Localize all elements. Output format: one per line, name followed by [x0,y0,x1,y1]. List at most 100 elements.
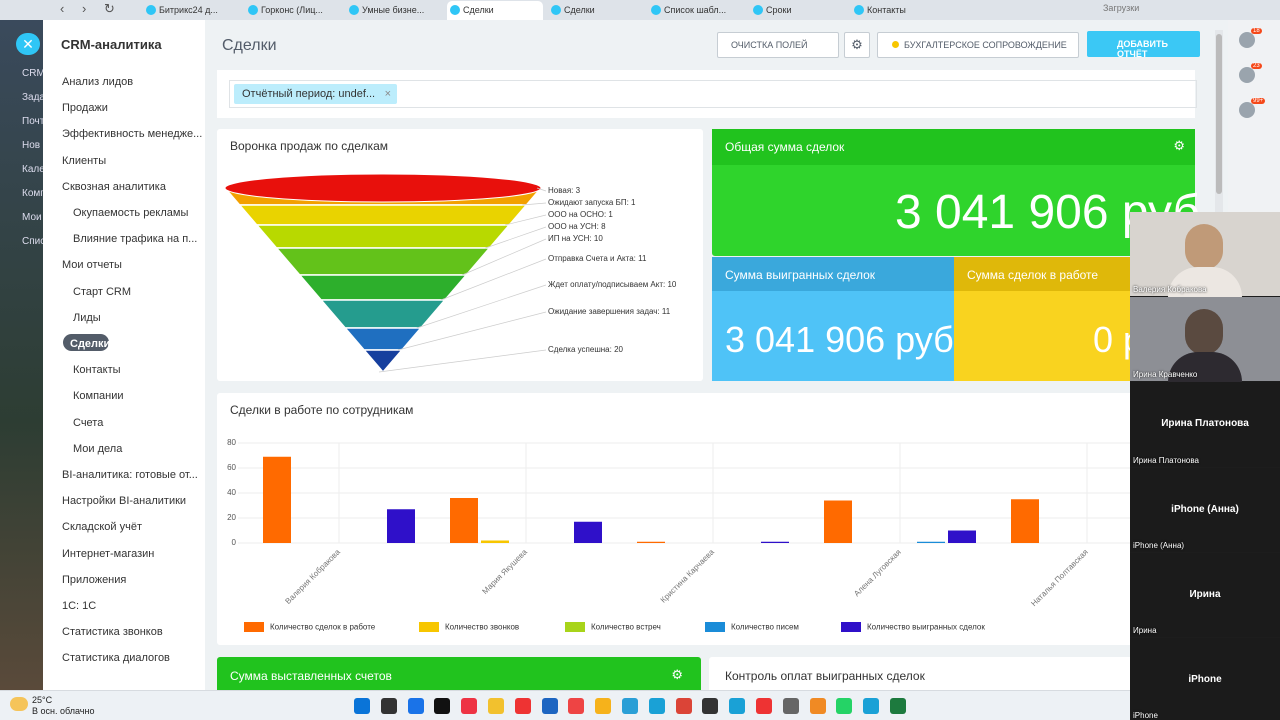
browser-tab[interactable]: Горконс (Лиц... [245,1,341,20]
menu-item[interactable]: Настройки BI-аналитики [62,495,187,508]
badge: 18 [1251,28,1262,34]
taskbar-icon[interactable] [380,698,397,714]
panel-icon[interactable] [1239,32,1255,48]
menu-item[interactable]: Клиенты [62,154,107,167]
video-tile[interactable]: Ирина Ирина [1130,552,1280,637]
taskbar-icon[interactable] [595,698,612,714]
menu-item[interactable]: Сквозная аналитика [62,180,166,193]
menu-item[interactable]: Контакты [73,364,121,377]
funnel-leader [522,202,547,206]
funnel-label: Ожидают запуска БП: 1 [548,198,636,207]
x-tick-label: Мария Якушева [480,547,529,596]
widget-settings[interactable]: ⚙ [1173,138,1185,153]
add-report-button[interactable]: ДОБАВИТЬ ОТЧЁТ [1087,31,1200,59]
widget-settings[interactable]: ⚙ [671,667,683,682]
menu-item[interactable]: Складской учёт [62,521,142,534]
funnel-label: Ждет оплату/подписываем Акт: 10 [548,280,677,289]
button-label: БУХГАЛТЕРСКОЕ СОПРОВОЖДЕНИЕ [904,40,1067,50]
menu-item[interactable]: Интернет-магазин [62,547,155,560]
menu-item[interactable]: Счета [73,416,104,429]
funnel-label: Отправка Счета и Акта: 11 [548,254,647,263]
video-tile[interactable]: Ирина Кравченко [1130,297,1280,383]
scrollbar-thumb[interactable] [1216,34,1222,194]
taskbar-icon[interactable] [622,698,638,714]
browser-tab[interactable]: Контакты [851,1,947,20]
menu-item[interactable]: Влияние трафика на п... [73,233,198,246]
bar [574,521,602,543]
menu-item[interactable]: Статистика диалогов [62,652,170,665]
weather-icon [10,697,28,711]
won-widget: Сумма выигранных сделок 3 041 906 руб. [712,257,964,381]
tab-icon [248,5,258,15]
tab-icon [651,5,661,15]
taskbar-icon[interactable] [675,698,692,714]
strip-label: Нов [22,140,41,151]
browser-tab[interactable]: Умные бизне... [346,1,442,20]
filter-panel: Отчётный период: undef... × [217,70,1197,118]
taskbar-icon[interactable] [756,698,772,714]
taskbar-icon[interactable] [434,698,451,714]
legend-swatch [705,622,725,632]
menu-item[interactable]: Компании [73,390,124,403]
nav-button[interactable]: › [82,1,87,16]
menu-item[interactable]: Мои дела [73,442,123,455]
strip-label: Почт [22,116,45,127]
taskbar-icon[interactable] [836,698,853,714]
filter-input[interactable]: Отчётный период: undef... × [229,80,1197,108]
taskbar-icon[interactable] [702,698,719,714]
menu-item[interactable]: Старт CRM [73,285,131,298]
menu-item[interactable]: 1С: 1С [62,600,97,612]
taskbar-icon[interactable] [809,698,826,714]
close-button[interactable]: ✕ [16,33,40,55]
browser-tab[interactable]: Сделки [447,1,543,20]
menu-item[interactable]: Статистика звонков [62,626,163,639]
video-tile[interactable]: iPhone iPhone [1130,638,1280,720]
browser-tab[interactable]: Сделки [548,1,644,20]
browser-tab[interactable]: Список шабл... [648,1,744,20]
panel-icon[interactable] [1239,67,1255,83]
taskbar-icon[interactable] [782,698,799,714]
taskbar-icon[interactable] [461,698,478,714]
panel-icon[interactable] [1239,102,1255,118]
menu-item[interactable]: Приложения [62,573,127,586]
taskbar-icon[interactable] [568,698,585,714]
nav-button[interactable]: ‹ [60,1,65,16]
taskbar-icon[interactable] [729,698,746,714]
menu-item[interactable]: Окупаемость рекламы [73,207,189,219]
video-tile[interactable]: Ирина Платонова Ирина Платонова [1130,382,1280,467]
settings-button[interactable]: ⚙ [844,32,870,58]
tile-name: Ирина [1189,588,1221,600]
taskbar-icon[interactable] [863,698,880,714]
menu-item[interactable]: Лиды [73,311,101,324]
strip-label: Спис [22,236,46,247]
clear-button[interactable]: ОЧИСТКА ПОЛЕЙ [717,32,839,58]
taskbar-icon[interactable] [890,698,906,714]
widget-title: Контроль оплат выигранных сделок [725,669,925,683]
menu-item[interactable]: Анализ лидов [62,76,134,88]
menu-item[interactable]: Эффективность менедже... [62,128,203,141]
taskbar-icon[interactable] [514,698,531,714]
funnel-leader [378,349,547,373]
x-tick-label: Алена Луговская [852,548,903,599]
browser-tab[interactable]: Сроки [750,1,846,20]
taskbar-icon[interactable] [354,698,370,714]
downloads[interactable]: Загрузки [1103,3,1140,13]
taskbar-icon[interactable] [648,698,665,714]
badge: 99+ [1251,98,1266,104]
tile-caption: Валерия Кобракова [1133,285,1207,295]
taskbar-icon[interactable] [488,698,504,714]
nav-button[interactable]: ↻ [104,1,115,16]
filter-chip[interactable]: Отчётный период: undef... × [234,84,398,104]
taskbar-icon[interactable] [407,698,424,714]
menu-item[interactable]: Продажи [62,102,108,115]
menu-item[interactable]: Сделки [70,338,111,350]
video-tile[interactable]: iPhone (Анна) iPhone (Анна) [1130,467,1280,552]
video-tile[interactable]: Валерия Кобракова [1130,212,1280,297]
taskbar-icon[interactable] [541,698,558,714]
preset-button[interactable]: БУХГАЛТЕРСКОЕ СОПРОВОЖДЕНИЕ [877,32,1079,58]
menu-item[interactable]: Мои отчеты [62,259,122,272]
funnel-top [224,173,542,203]
browser-tab[interactable]: Битрикс24 д... [143,1,239,20]
tab-label: Список шабл... [664,5,727,15]
menu-item[interactable]: BI-аналитика: готовые от... [62,469,198,481]
